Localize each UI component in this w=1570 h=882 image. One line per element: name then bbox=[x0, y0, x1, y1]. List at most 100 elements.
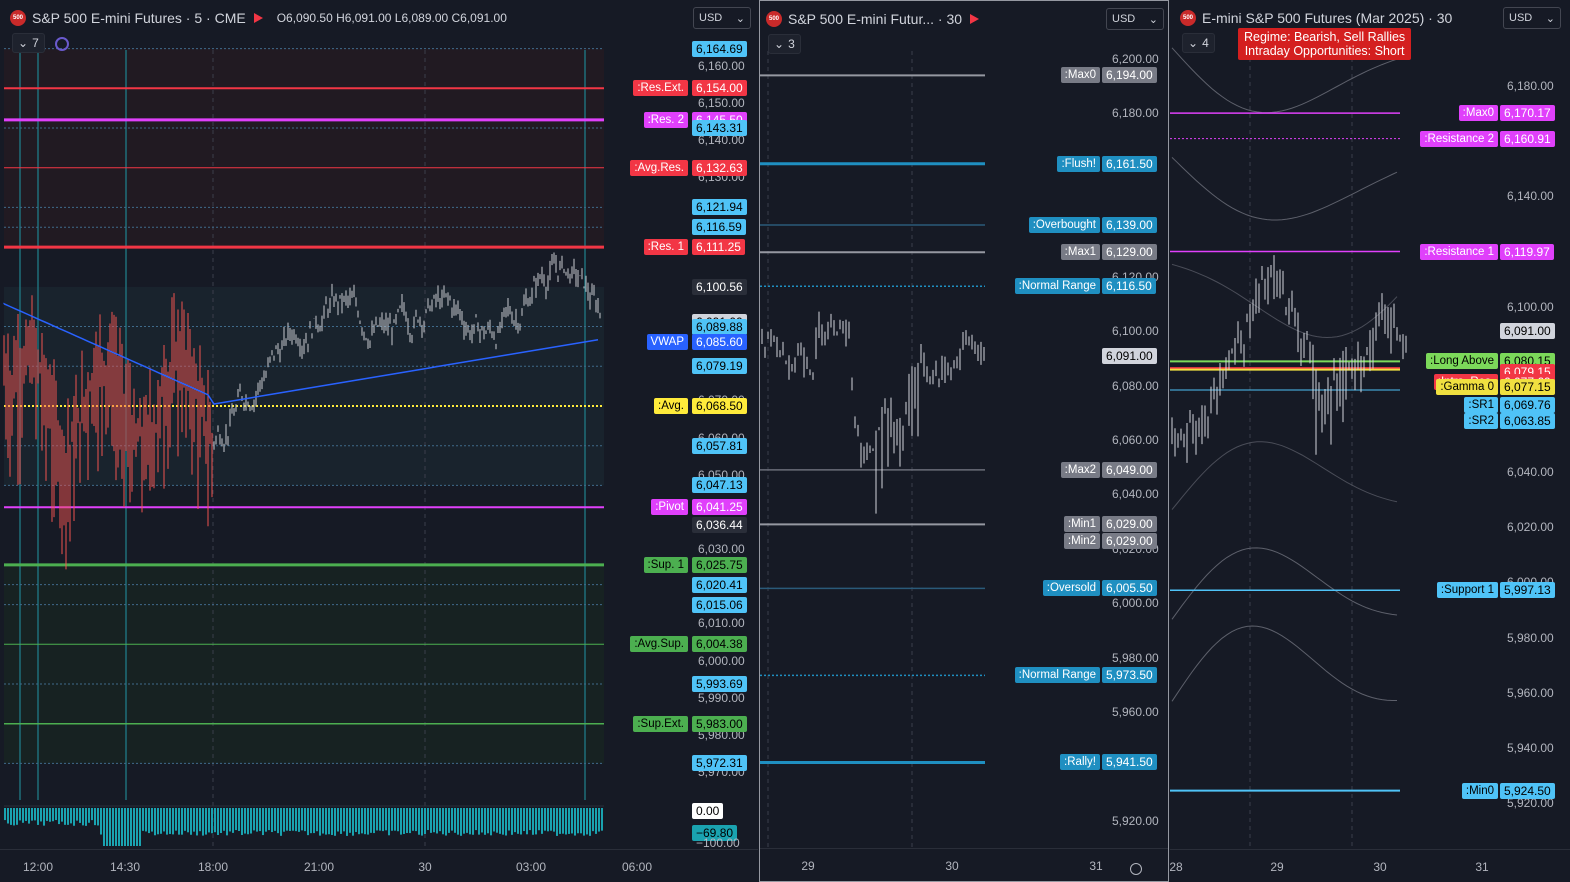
current-price-tag[interactable]: 6,091.00 bbox=[1500, 323, 1555, 340]
time-axis-3[interactable]: 28 29 30 31 bbox=[1170, 849, 1570, 882]
osc-tick[interactable]: −69.80 bbox=[692, 825, 738, 841]
level-label[interactable]: :Res.Ext. bbox=[633, 80, 688, 97]
level-label[interactable]: :Sup. 1 bbox=[643, 556, 688, 573]
chart-canvas-1[interactable] bbox=[0, 0, 758, 882]
price-tag[interactable]: 6,004.38 bbox=[692, 636, 747, 653]
price-tag[interactable]: 6,079.19 bbox=[692, 358, 747, 375]
price-tag[interactable]: 6,041.25 bbox=[692, 499, 747, 516]
symbol-title[interactable]: S&P 500 E-mini Futur... · 30 bbox=[788, 11, 963, 27]
price-tag[interactable]: 6,111.25 bbox=[692, 239, 745, 256]
symbol-title[interactable]: S&P 500 E-mini Futures · 5 · CME bbox=[32, 10, 246, 26]
time-axis-1[interactable]: 12:00 14:30 18:00 21:00 30 03:00 06:00 bbox=[0, 849, 758, 882]
indicator-counter-3[interactable]: ⌄ 4 bbox=[1182, 33, 1215, 53]
currency-select-2[interactable]: USD ⌄ bbox=[1106, 8, 1164, 30]
level-label[interactable]: :Avg.Res. bbox=[630, 159, 688, 176]
price-tag[interactable]: 6,085.60 bbox=[692, 334, 747, 351]
price-axis-2[interactable]: 6,200.00 6,180.00 6,120.00 6,100.00 6,080.00… bbox=[1102, 1, 1168, 851]
indicator-settings-icon[interactable] bbox=[55, 37, 69, 51]
price-tag[interactable]: 5,973.50 bbox=[1102, 667, 1157, 684]
indicator-counter-2[interactable]: ⌄ 3 bbox=[768, 34, 801, 54]
level-label[interactable]: :Normal Range bbox=[1014, 667, 1100, 684]
chart-pane-3[interactable]: 500 E-mini S&P 500 Futures (Mar 2025) · … bbox=[1170, 0, 1570, 882]
price-tag[interactable]: 6,161.50 bbox=[1102, 155, 1157, 172]
price-tag[interactable]: 6,143.31 bbox=[692, 120, 747, 137]
price-tag[interactable]: 5,997.13 bbox=[1500, 582, 1555, 599]
level-label[interactable]: :Support 1 bbox=[1436, 582, 1498, 599]
currency-select-3[interactable]: USD ⌄ bbox=[1503, 7, 1561, 29]
symbol-header-1[interactable]: 500 S&P 500 E-mini Futures · 5 · CME O6,… bbox=[10, 8, 507, 28]
level-label[interactable]: :Max0 bbox=[1060, 67, 1100, 84]
time-axis-2[interactable]: 29 30 31 bbox=[760, 848, 1168, 881]
level-label[interactable]: :Max0 bbox=[1458, 105, 1498, 122]
osc-tick[interactable]: −100.00 bbox=[696, 836, 740, 850]
price-tag[interactable]: 6,100.56 bbox=[692, 278, 747, 295]
price-tag[interactable]: 6,119.97 bbox=[1500, 243, 1554, 260]
level-label[interactable]: :Sup.Ext. bbox=[633, 715, 688, 732]
price-tag[interactable]: 5,983.00 bbox=[692, 715, 747, 732]
indicator-counter-1[interactable]: ⌄ 7 bbox=[12, 33, 45, 53]
level-label[interactable]: :Max1 bbox=[1060, 244, 1100, 261]
level-label[interactable]: :SR2 bbox=[1464, 413, 1498, 430]
price-tag[interactable]: 6,116.59 bbox=[692, 219, 746, 236]
price-axis-3[interactable]: 6,180.00 6,140.00 6,100.00 6,040.00 6,020.00… bbox=[1500, 0, 1570, 850]
level-label[interactable]: :Resistance 2 bbox=[1420, 130, 1498, 147]
chart-canvas-3[interactable] bbox=[1170, 0, 1570, 882]
chart-pane-2[interactable]: 500 S&P 500 E-mini Futur... · 30 ⌄ 3 USD… bbox=[759, 0, 1169, 882]
level-label[interactable]: :Oversold bbox=[1042, 580, 1100, 597]
level-label[interactable]: :Flush! bbox=[1057, 155, 1100, 172]
settings-gear-icon[interactable] bbox=[1130, 863, 1142, 875]
level-label[interactable]: :Overbought bbox=[1028, 217, 1100, 233]
chart-pane-1[interactable]: 500 S&P 500 E-mini Futures · 5 · CME O6,… bbox=[0, 0, 758, 882]
level-label[interactable]: :Rally! bbox=[1060, 754, 1100, 771]
price-tag[interactable]: 6,005.50 bbox=[1102, 580, 1157, 597]
price-tag[interactable]: 6,160.91 bbox=[1500, 130, 1555, 147]
price-tag[interactable]: 6,121.94 bbox=[692, 199, 747, 216]
level-label[interactable]: :Res. 1 bbox=[643, 239, 688, 256]
price-tag[interactable]: 6,068.50 bbox=[692, 397, 747, 414]
price-tag[interactable]: 6,164.69 bbox=[692, 40, 747, 57]
level-label[interactable]: :Avg.Sup. bbox=[630, 636, 688, 653]
level-label[interactable]: :Min2 bbox=[1063, 533, 1100, 550]
price-tag[interactable]: 6,129.00 bbox=[1102, 244, 1157, 261]
price-tag[interactable]: 5,972.31 bbox=[692, 755, 747, 772]
level-label[interactable]: :Max2 bbox=[1060, 461, 1100, 478]
price-tag[interactable]: 6,069.76 bbox=[1500, 397, 1555, 413]
price-tag[interactable]: 5,924.50 bbox=[1500, 782, 1555, 799]
osc-tick[interactable]: 0.00 bbox=[692, 803, 724, 819]
price-tag[interactable]: 6,029.00 bbox=[1102, 533, 1157, 550]
price-axis-1[interactable]: 6,160.006,150.006,140.006,130.006,070.00… bbox=[690, 0, 758, 850]
price-tag[interactable]: 5,941.50 bbox=[1102, 754, 1157, 771]
symbol-header-3[interactable]: 500 E-mini S&P 500 Futures (Mar 2025) · … bbox=[1180, 8, 1452, 28]
price-tag[interactable]: 6,154.00 bbox=[692, 80, 747, 97]
price-tag[interactable]: 6,015.06 bbox=[692, 596, 747, 613]
level-label[interactable]: :Min0 bbox=[1461, 782, 1498, 799]
price-tag[interactable]: 6,139.00 bbox=[1102, 217, 1157, 233]
chart-canvas-2[interactable] bbox=[760, 1, 1169, 882]
price-tag[interactable]: 6,116.50 bbox=[1102, 278, 1156, 295]
level-label[interactable]: :Normal Range bbox=[1014, 278, 1100, 295]
current-price-tag[interactable]: 6,091.00 bbox=[1102, 347, 1157, 364]
price-tag[interactable]: 6,047.13 bbox=[692, 477, 747, 494]
level-label[interactable]: :Gamma 0 bbox=[1436, 378, 1498, 395]
level-label[interactable]: :Res. 2 bbox=[643, 111, 688, 128]
currency-select-1[interactable]: USD ⌄ bbox=[693, 7, 751, 29]
price-tag[interactable]: 6,025.75 bbox=[692, 556, 747, 573]
level-label[interactable]: :Min1 bbox=[1063, 516, 1100, 533]
symbol-header-2[interactable]: 500 S&P 500 E-mini Futur... · 30 bbox=[766, 9, 980, 29]
price-tag[interactable]: 6,036.44 bbox=[692, 517, 747, 534]
price-tag[interactable]: 6,077.15 bbox=[1500, 378, 1555, 395]
price-tag[interactable]: 6,063.85 bbox=[1500, 413, 1555, 430]
level-label[interactable]: :SR1 bbox=[1464, 397, 1498, 413]
price-tag[interactable]: 5,993.69 bbox=[692, 675, 747, 692]
price-tag[interactable]: 6,194.00 bbox=[1102, 67, 1157, 84]
price-tag[interactable]: 6,089.88 bbox=[692, 318, 747, 335]
level-label[interactable]: :Pivot bbox=[651, 499, 688, 516]
price-tag[interactable]: 6,057.81 bbox=[692, 437, 747, 454]
price-tag[interactable]: 6,020.41 bbox=[692, 576, 747, 593]
price-tag[interactable]: 6,170.17 bbox=[1500, 105, 1555, 122]
level-label[interactable]: :Long Above bbox=[1426, 353, 1498, 370]
symbol-title[interactable]: E-mini S&P 500 Futures (Mar 2025) · 30 bbox=[1202, 10, 1453, 26]
price-tag[interactable]: 6,132.63 bbox=[692, 159, 747, 176]
price-tag[interactable]: 6,029.00 bbox=[1102, 516, 1157, 533]
price-tag[interactable]: 6,049.00 bbox=[1102, 461, 1157, 478]
